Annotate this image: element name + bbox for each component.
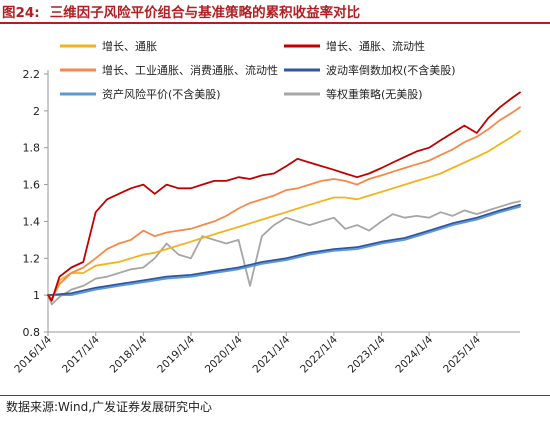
y-tick-label: 1.2: [23, 252, 41, 265]
figure-label: 图24:: [2, 5, 40, 21]
series-line: [47, 130, 521, 302]
legend-label: 增长、工业通胀、消费通胀、流动性: [102, 63, 278, 77]
series-line: [47, 106, 521, 300]
y-tick-label: 1.4: [23, 215, 41, 228]
x-tick-label: 2020/1/4: [203, 333, 245, 375]
y-tick-label: 2: [33, 105, 40, 118]
series-line: [47, 91, 521, 302]
y-axis: 0.8 1 1.2 1.4 1.6 1.8 2 2.2: [23, 68, 49, 339]
y-tick-label: 1: [33, 289, 40, 302]
series-line: [47, 200, 521, 306]
x-tick-label: 2022/1/4: [298, 333, 340, 375]
title-divider: [0, 22, 550, 24]
source-divider: [0, 395, 550, 396]
x-tick-label: 2023/1/4: [346, 333, 388, 375]
legend-label: 资产风险平价(不含美股): [102, 87, 221, 101]
chart-series: [47, 91, 521, 306]
legend-label: 等权重策略(无美股): [326, 87, 423, 101]
x-tick-label: 2025/1/4: [441, 333, 483, 375]
source-note: 数据来源:Wind,广发证券发展研究中心: [6, 400, 213, 414]
x-tick-label: 2018/1/4: [108, 333, 150, 375]
series-line: [47, 205, 521, 297]
x-tick-label: 2016/1/4: [12, 333, 54, 375]
x-tick-label: 2017/1/4: [60, 333, 102, 375]
legend-label: 增长、通胀、流动性: [326, 39, 425, 53]
legend-label: 波动率倒数加权(不含美股): [326, 63, 456, 77]
series-line: [47, 203, 521, 297]
figure-title-row: 图24: 三维因子风险平价组合与基准策略的累积收益率对比: [2, 0, 548, 22]
figure-title: 三维因子风险平价组合与基准策略的累积收益率对比: [49, 5, 361, 21]
x-tick-label: 2021/1/4: [251, 333, 293, 375]
y-tick-label: 0.8: [23, 326, 41, 339]
y-tick-label: 1.6: [23, 179, 41, 192]
legend-label: 增长、通胀: [102, 39, 157, 53]
x-axis: 2016/1/4 2017/1/4 2018/1/4 2019/1/4 2020/1/4…: [12, 331, 520, 375]
y-tick-label: 1.8: [23, 142, 41, 155]
y-tick-label: 2.2: [23, 68, 41, 81]
x-tick-label: 2019/1/4: [155, 333, 197, 375]
x-tick-label: 2024/1/4: [393, 333, 435, 375]
